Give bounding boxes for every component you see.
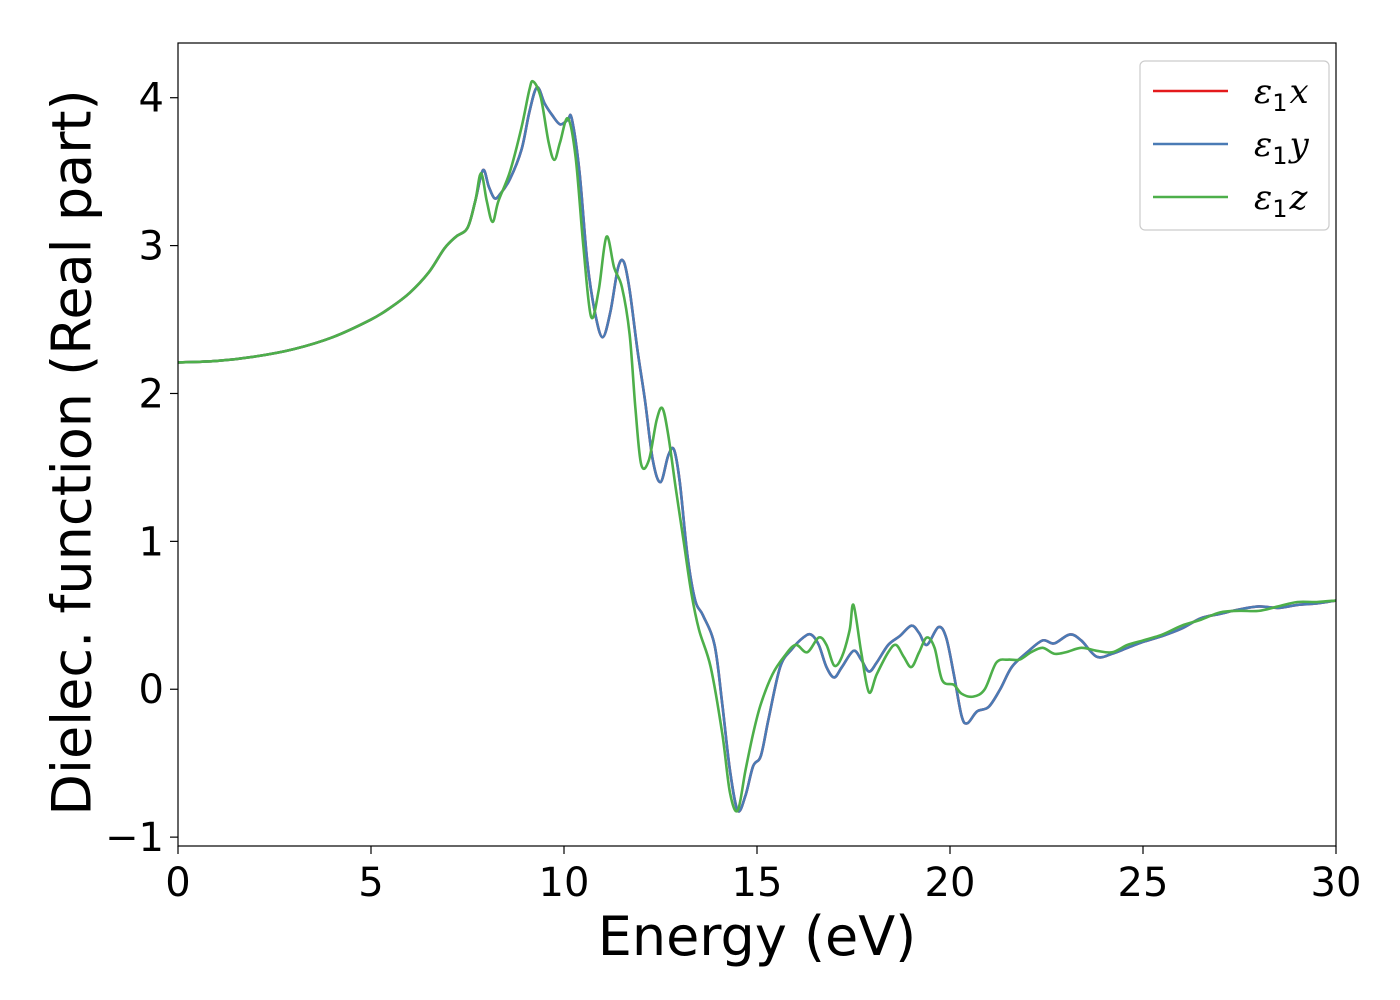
y-tick-label: 1 xyxy=(139,519,164,565)
y-axis-label: Dielec. function (Real part) xyxy=(41,89,104,815)
series-layer xyxy=(178,79,1336,813)
x-tick-label: 5 xyxy=(358,860,383,906)
y-tick-label: 4 xyxy=(139,76,164,122)
legend-box xyxy=(1139,60,1330,231)
legend-label-eps1y: ε1y xyxy=(1254,125,1310,170)
x-tick-label: 15 xyxy=(732,860,783,906)
x-tick-label: 20 xyxy=(925,860,976,906)
x-axis-label: Energy (eV) xyxy=(598,905,917,968)
x-tick-label: 30 xyxy=(1311,860,1362,906)
x-axis-ticks: 0 5 10 15 20 25 30 xyxy=(165,846,1361,906)
series-line-eps1z xyxy=(178,79,1336,813)
legend-label-eps1x: ε1x xyxy=(1254,72,1309,117)
x-tick-label: 25 xyxy=(1118,860,1169,906)
x-tick-label: 0 xyxy=(165,860,190,906)
legend-label-eps1z: ε1z xyxy=(1254,178,1309,223)
y-tick-label: 0 xyxy=(139,667,164,713)
x-tick-label: 10 xyxy=(539,860,590,906)
y-tick-label: 3 xyxy=(139,224,164,270)
y-tick-label: −1 xyxy=(105,815,164,861)
y-tick-label: 2 xyxy=(139,371,164,417)
legend: ε1x ε1y ε1z xyxy=(1139,60,1330,231)
y-axis-ticks: −1 0 1 2 3 4 xyxy=(105,76,178,861)
